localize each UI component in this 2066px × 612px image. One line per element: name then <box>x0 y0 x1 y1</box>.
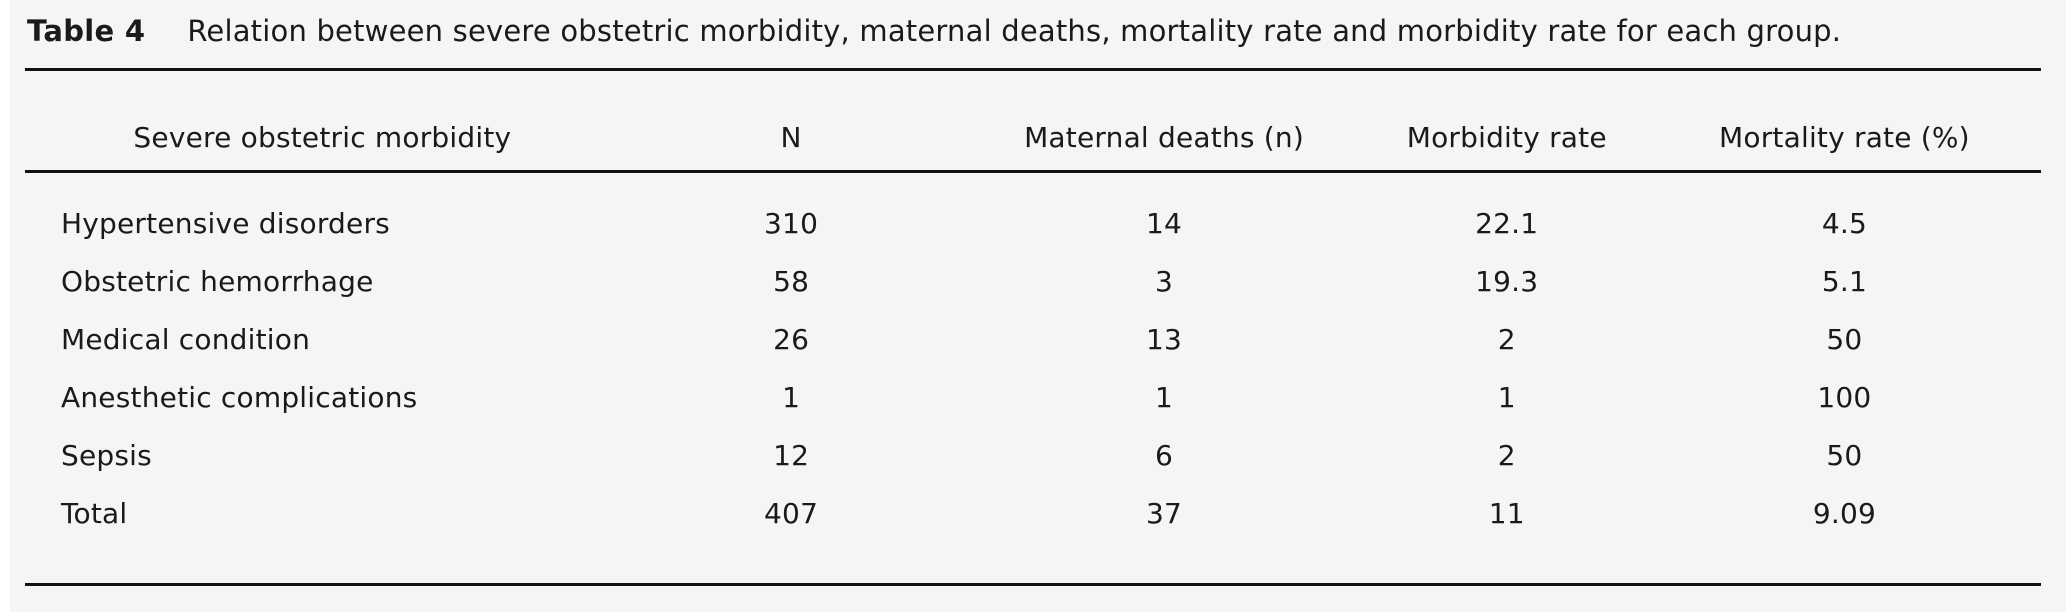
table-4-figure: Table 4 Relation between severe obstetric… <box>25 0 2041 586</box>
cell-morbidity-rate: 1 <box>1497 381 1516 414</box>
cell-n: 407 <box>764 497 819 530</box>
column-header-mortality-rate: Mortality rate (%) <box>1647 69 2041 173</box>
table-caption: Table 4 Relation between severe obstetric… <box>25 0 2041 68</box>
cell-mortality-rate: 50 <box>1826 323 1863 356</box>
cell-maternal-deaths: 3 <box>1155 265 1174 298</box>
table-caption-text: Relation between severe obstetric morbid… <box>187 14 1842 48</box>
cell-mortality-rate: 4.5 <box>1821 207 1867 240</box>
row-label: Medical condition <box>61 323 311 356</box>
table-row-total: Total 407 37 11 9.09 <box>25 485 2041 585</box>
cell-morbidity-rate: 19.3 <box>1475 265 1539 298</box>
row-label: Sepsis <box>61 439 152 472</box>
table-row-obstetric-hemorrhage: Obstetric hemorrhage 58 3 19.3 5.1 <box>25 253 2041 311</box>
cell-morbidity-rate: 2 <box>1497 323 1516 356</box>
cell-n: 12 <box>773 439 810 472</box>
cell-mortality-rate: 50 <box>1826 439 1863 472</box>
cell-maternal-deaths: 37 <box>1146 497 1183 530</box>
data-table: Severe obstetric morbidity N Maternal de… <box>25 68 2041 586</box>
column-header-maternal-deaths: Maternal deaths (n) <box>962 69 1366 173</box>
row-label: Total <box>61 497 128 530</box>
column-header-n: N <box>619 69 963 173</box>
cell-mortality-rate: 100 <box>1817 381 1872 414</box>
cell-mortality-rate: 9.09 <box>1812 497 1876 530</box>
cell-n: 1 <box>782 381 801 414</box>
page-left-edge <box>0 0 10 612</box>
cell-mortality-rate: 5.1 <box>1821 265 1867 298</box>
header-row: Severe obstetric morbidity N Maternal de… <box>25 69 2041 173</box>
cell-maternal-deaths: 14 <box>1146 207 1183 240</box>
cell-morbidity-rate: 22.1 <box>1475 207 1539 240</box>
cell-maternal-deaths: 1 <box>1155 381 1174 414</box>
cell-morbidity-rate: 2 <box>1497 439 1516 472</box>
table-row-hypertensive-disorders: Hypertensive disorders 310 14 22.1 4.5 <box>25 172 2041 254</box>
row-label: Hypertensive disorders <box>61 207 390 240</box>
table-label: Table 4 <box>27 14 146 48</box>
cell-n: 58 <box>773 265 810 298</box>
cell-maternal-deaths: 6 <box>1155 439 1174 472</box>
table-row-sepsis: Sepsis 12 6 2 50 <box>25 427 2041 485</box>
column-header-morbidity-rate: Morbidity rate <box>1365 69 1648 173</box>
cell-n: 310 <box>764 207 819 240</box>
row-label: Anesthetic complications <box>61 381 418 414</box>
cell-morbidity-rate: 11 <box>1488 497 1525 530</box>
cell-maternal-deaths: 13 <box>1146 323 1183 356</box>
row-label: Obstetric hemorrhage <box>61 265 374 298</box>
column-header-severe-obstetric-morbidity: Severe obstetric morbidity <box>25 69 620 173</box>
table-row-anesthetic-complications: Anesthetic complications 1 1 1 100 <box>25 369 2041 427</box>
cell-n: 26 <box>773 323 810 356</box>
table-row-medical-condition: Medical condition 26 13 2 50 <box>25 311 2041 369</box>
